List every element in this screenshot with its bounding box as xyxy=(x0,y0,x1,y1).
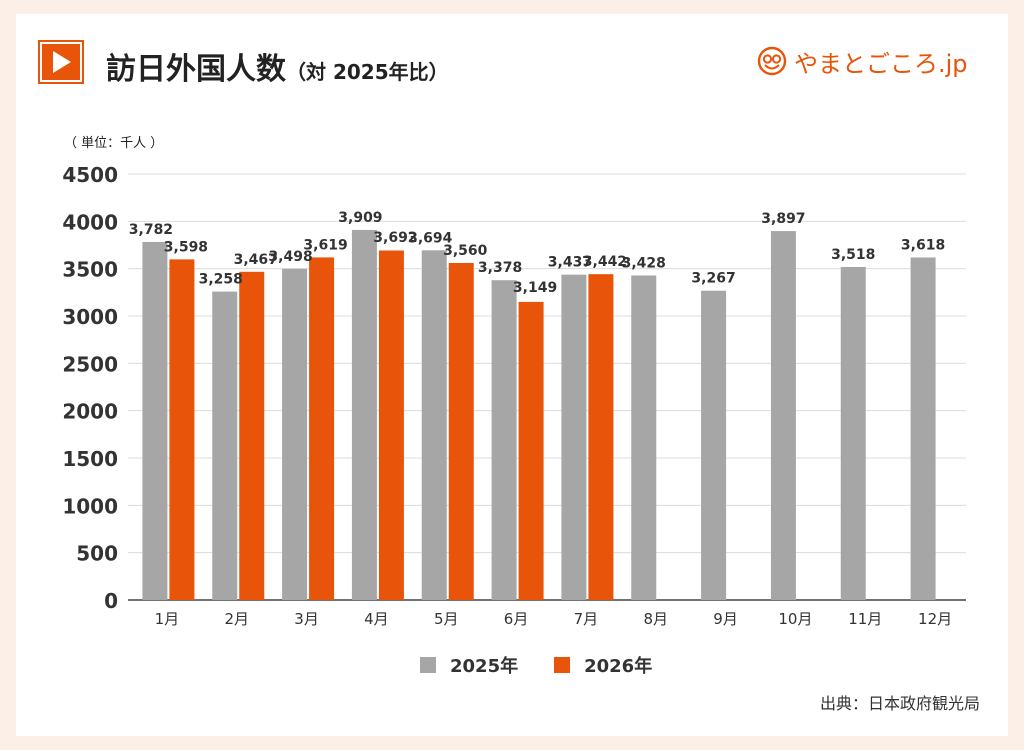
bar-2026-6 xyxy=(518,301,544,600)
bar-2025-12 xyxy=(910,257,936,600)
data-label: 3,149 xyxy=(513,280,557,296)
data-label: 3,618 xyxy=(901,237,945,253)
bar-2025-5 xyxy=(421,250,447,600)
bar-2026-2 xyxy=(239,271,265,600)
data-label: 3,560 xyxy=(443,243,488,259)
y-tick-label: 2000 xyxy=(62,400,118,424)
legend: 2025年 2026年 xyxy=(420,652,652,678)
data-label: 3,782 xyxy=(129,222,173,238)
y-tick-label: 4500 xyxy=(62,163,118,187)
legend-item-2026: 2026年 xyxy=(554,652,652,678)
x-tick-label: 9月 xyxy=(713,610,738,628)
bar-2025-2 xyxy=(212,291,238,600)
bar-2026-5 xyxy=(448,262,474,600)
y-tick-label: 3000 xyxy=(62,305,118,329)
unit-label: （ 単位：千人 ） xyxy=(64,136,164,151)
data-label: 3,437 xyxy=(548,255,592,271)
bar-2026-4 xyxy=(378,250,404,600)
page-title: 訪日外国人数（対 2025年比） xyxy=(106,44,449,88)
x-tick-label: 5月 xyxy=(434,610,459,628)
bar-2025-6 xyxy=(491,280,517,600)
data-label: 3,428 xyxy=(622,255,666,271)
play-icon xyxy=(38,40,84,84)
x-tick-label: 11月 xyxy=(848,610,882,628)
bar-2025-7 xyxy=(561,274,587,600)
bar-2025-8 xyxy=(631,275,657,600)
x-tick-label: 8月 xyxy=(643,610,668,628)
bar-2025-3 xyxy=(282,268,308,600)
x-tick-label: 2月 xyxy=(224,610,249,628)
bar-2026-7 xyxy=(588,274,614,600)
x-tick-label: 4月 xyxy=(364,610,389,628)
data-label: 3,467 xyxy=(234,252,278,268)
title-subtitle: （対 2025年比） xyxy=(286,60,449,84)
data-label: 3,258 xyxy=(199,272,243,288)
brand-logo: やまとごころ.jp xyxy=(756,44,968,78)
source-note: 出典：日本政府観光局 xyxy=(819,694,980,713)
data-label: 3,897 xyxy=(761,211,805,227)
data-label: 3,442 xyxy=(583,254,627,270)
data-label: 3,267 xyxy=(691,271,735,287)
y-tick-label: 1000 xyxy=(62,494,118,518)
legend-label-2026: 2026年 xyxy=(584,656,653,677)
x-tick-label: 10月 xyxy=(778,610,812,628)
x-tick-label: 7月 xyxy=(574,610,599,628)
y-tick-label: 500 xyxy=(76,542,118,566)
bar-2025-1 xyxy=(142,241,168,600)
logo-mark-icon xyxy=(757,46,787,76)
y-tick-label: 4000 xyxy=(62,210,118,234)
data-label: 3,619 xyxy=(303,237,347,253)
x-tick-label: 3月 xyxy=(294,610,319,628)
legend-swatch-2025 xyxy=(420,657,436,673)
data-label: 3,692 xyxy=(373,230,417,246)
legend-swatch-2026 xyxy=(554,657,571,673)
y-tick-label: 1500 xyxy=(62,447,118,471)
x-tick-label: 12月 xyxy=(918,610,952,628)
x-tick-label: 6月 xyxy=(504,610,529,628)
bar-2025-11 xyxy=(840,266,866,600)
data-label: 3,598 xyxy=(164,239,208,255)
bar-chart: 0 500 1000 1500 2000 2500 3000 3500 4000 4500 1月 2月… xyxy=(62,163,966,628)
bar-2025-9 xyxy=(701,290,727,600)
logo-text: やまとごころ.jp xyxy=(794,49,968,78)
x-tick-label: 1月 xyxy=(155,610,180,628)
data-label: 3,694 xyxy=(408,230,453,246)
bar-2025-4 xyxy=(351,229,377,600)
bar-2025-10 xyxy=(770,231,796,601)
data-label: 3,378 xyxy=(478,260,522,276)
data-label: 3,909 xyxy=(338,210,382,226)
title-text: 訪日外国人数 xyxy=(106,52,286,87)
y-tick-label: 0 xyxy=(104,589,118,613)
legend-item-2025: 2025年 xyxy=(420,652,518,678)
y-tick-label: 3500 xyxy=(62,258,118,282)
data-label: 3,518 xyxy=(831,247,875,263)
y-tick-label: 2500 xyxy=(62,352,118,376)
legend-label-2025: 2025年 xyxy=(450,656,519,677)
chart-card: 訪日外国人数（対 2025年比） やまとごころ.jp （ 単位：千人 ） 0 50… xyxy=(16,14,1008,736)
bar-2026-3 xyxy=(309,257,335,600)
bar-2026-1 xyxy=(169,259,195,600)
data-label: 3,498 xyxy=(268,249,312,265)
